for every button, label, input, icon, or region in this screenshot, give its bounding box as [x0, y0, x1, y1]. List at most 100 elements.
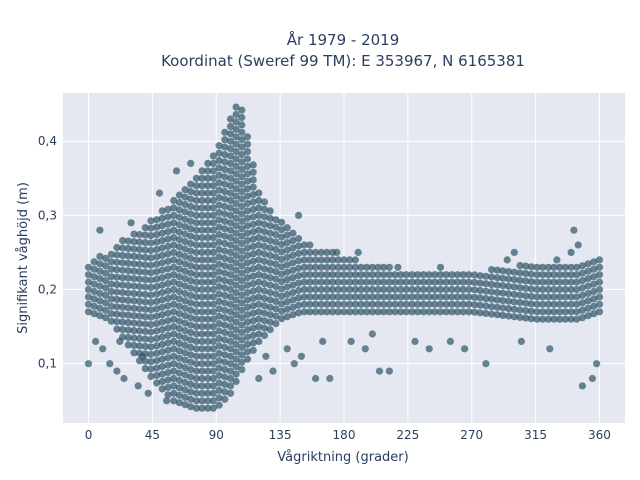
- data-point: [295, 272, 303, 280]
- x-tick-label: 45: [145, 428, 160, 442]
- data-point: [255, 293, 263, 301]
- data-point: [499, 274, 507, 282]
- data-point: [243, 259, 252, 267]
- data-point: [453, 308, 462, 316]
- data-point: [471, 278, 479, 286]
- data-point: [134, 382, 142, 390]
- data-point: [170, 374, 178, 383]
- data-point: [306, 241, 314, 249]
- data-point: [170, 315, 178, 323]
- data-point: [164, 383, 172, 391]
- data-point: [488, 288, 496, 296]
- data-point: [408, 285, 416, 294]
- data-point: [442, 300, 450, 308]
- data-point: [329, 256, 337, 264]
- data-point: [209, 397, 217, 405]
- y-tick-label: 0,3: [38, 208, 57, 222]
- data-point: [204, 196, 212, 205]
- data-point: [153, 349, 161, 357]
- data-point: [419, 271, 428, 279]
- data-point: [221, 180, 229, 188]
- data-point: [556, 300, 564, 308]
- data-point: [130, 238, 138, 246]
- data-point: [136, 238, 144, 246]
- data-point: [238, 306, 246, 314]
- data-point: [164, 294, 172, 302]
- data-point: [278, 278, 286, 286]
- data-point: [357, 263, 365, 271]
- data-point: [539, 271, 547, 279]
- data-point: [226, 263, 235, 271]
- data-point: [351, 308, 359, 316]
- data-point: [221, 158, 229, 166]
- data-point: [289, 311, 297, 319]
- data-point: [192, 360, 200, 368]
- data-point: [561, 278, 570, 286]
- data-point: [175, 221, 183, 229]
- data-point: [385, 300, 393, 308]
- data-point: [187, 202, 195, 211]
- data-point: [516, 298, 524, 307]
- data-point: [522, 277, 530, 285]
- data-point: [425, 308, 433, 316]
- data-point: [380, 300, 388, 308]
- data-point: [124, 267, 132, 275]
- data-point: [119, 296, 127, 304]
- data-point: [588, 374, 597, 383]
- data-point: [209, 167, 217, 175]
- data-point: [516, 284, 524, 292]
- data-point: [255, 300, 263, 308]
- data-point: [158, 355, 166, 363]
- data-point: [215, 260, 223, 268]
- data-point: [107, 258, 115, 266]
- data-point: [181, 349, 189, 357]
- data-point: [124, 304, 132, 312]
- data-point: [243, 162, 252, 170]
- data-point: [510, 305, 518, 313]
- data-point: [238, 366, 246, 374]
- data-point: [164, 369, 172, 377]
- data-point: [192, 352, 200, 360]
- data-point: [408, 308, 416, 316]
- data-point: [107, 287, 115, 296]
- data-point: [141, 253, 149, 261]
- data-point: [505, 268, 513, 276]
- data-point: [278, 300, 286, 308]
- data-point: [493, 311, 501, 319]
- data-point: [209, 211, 217, 219]
- data-point: [300, 278, 308, 286]
- data-point: [102, 277, 110, 285]
- data-point: [187, 239, 195, 248]
- data-point: [102, 254, 110, 262]
- data-point: [590, 258, 598, 266]
- data-point: [334, 271, 342, 279]
- data-point: [544, 285, 553, 294]
- data-point: [249, 242, 257, 251]
- data-point: [260, 265, 269, 273]
- data-point: [175, 339, 183, 347]
- data-point: [204, 219, 212, 227]
- data-point: [226, 374, 235, 383]
- data-point: [144, 389, 152, 397]
- data-point: [209, 271, 217, 279]
- data-point: [249, 205, 257, 213]
- data-point: [385, 278, 393, 286]
- data-point: [573, 278, 581, 286]
- data-point: [561, 315, 570, 323]
- data-point: [136, 260, 144, 268]
- data-point: [346, 300, 354, 308]
- data-point: [295, 211, 303, 219]
- data-point: [306, 293, 314, 301]
- data-point: [346, 263, 354, 271]
- data-point: [595, 293, 604, 301]
- data-point: [84, 263, 93, 271]
- data-point: [198, 374, 206, 383]
- data-point: [147, 321, 155, 329]
- data-point: [170, 285, 178, 294]
- data-point: [249, 183, 257, 191]
- data-point: [164, 309, 172, 317]
- data-point: [260, 317, 269, 325]
- data-point: [385, 293, 393, 301]
- data-point: [204, 167, 212, 175]
- data-point: [238, 269, 246, 277]
